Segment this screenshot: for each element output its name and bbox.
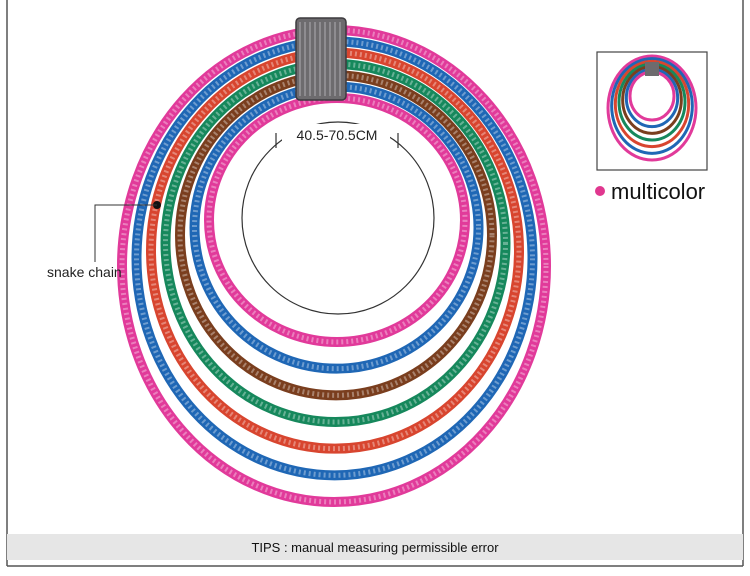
color-option: multicolor	[611, 179, 705, 204]
chain-loop	[610, 57, 694, 155]
tips-bar	[7, 534, 743, 560]
chain-loop	[613, 59, 691, 149]
color-dot	[595, 186, 605, 196]
chain-texture	[206, 95, 468, 345]
chain-texture	[177, 72, 495, 398]
callout-label: snake chain	[47, 264, 122, 280]
chain-loop	[606, 54, 698, 162]
clasp	[295, 17, 347, 101]
tips-text: TIPS : manual measuring permissible erro…	[251, 540, 499, 555]
clasp-body	[295, 17, 347, 101]
callout-line	[94, 204, 157, 262]
measure-circle	[241, 121, 435, 315]
chain-texture	[134, 38, 535, 478]
thumbnail	[606, 54, 698, 162]
chain-texture	[163, 61, 508, 425]
necklace	[117, 25, 551, 507]
measure-label: 40.5-70.5CM	[297, 127, 378, 143]
clasp-grooves	[299, 22, 341, 96]
measure-label-bg	[282, 124, 390, 146]
thumb-clasp	[645, 62, 659, 76]
